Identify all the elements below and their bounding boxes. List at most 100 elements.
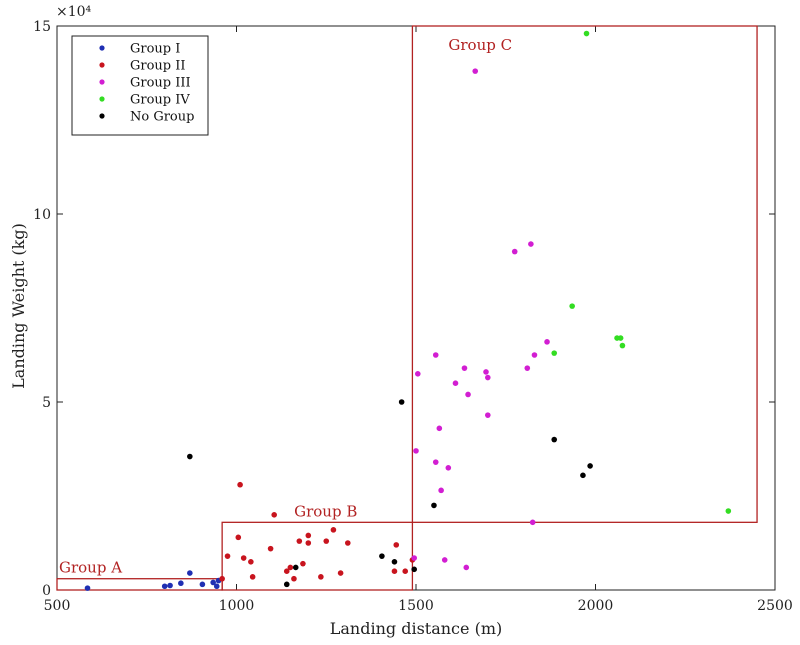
data-point: [398, 399, 405, 405]
data-point: [240, 555, 247, 561]
legend-marker: [99, 79, 105, 85]
data-point: [445, 465, 452, 471]
data-point: [287, 564, 294, 571]
data-point: [432, 352, 439, 358]
data-point: [393, 542, 400, 548]
y-axis-ticks: 0 5 10 15: [33, 19, 775, 599]
data-point: [305, 540, 312, 546]
data-point: [511, 248, 518, 255]
data-point: [318, 574, 324, 580]
data-point: [452, 380, 459, 387]
data-point: [187, 453, 193, 460]
data-point: [161, 583, 168, 590]
data-point: [379, 553, 385, 559]
x-tick-label: 2500: [757, 598, 793, 614]
data-point: [725, 508, 732, 514]
legend-marker: [99, 96, 105, 102]
group-box: [56, 578, 223, 591]
data-point: [485, 412, 491, 418]
data-point: [391, 559, 398, 565]
data-point: [337, 570, 344, 576]
data-point: [199, 581, 206, 588]
data-point: [529, 519, 536, 526]
data-point: [528, 241, 534, 247]
group-box: [411, 25, 758, 523]
x-tick-label: 500: [44, 598, 71, 614]
data-point: [391, 568, 398, 574]
data-point: [432, 459, 439, 465]
y-tick-label: 10: [33, 207, 51, 223]
data-point: [300, 560, 306, 567]
y-tick-label: 15: [33, 19, 51, 35]
data-point: [210, 579, 216, 586]
data-point: [292, 564, 299, 571]
legend: Group I Group II Group III Group IV No Group: [71, 35, 209, 136]
legend-marker: [99, 45, 105, 51]
data-point: [411, 555, 418, 561]
legend-label: No Group: [130, 110, 194, 125]
data-point: [413, 448, 419, 454]
data-point: [237, 481, 243, 488]
data-point: [323, 538, 330, 544]
data-points: [84, 30, 732, 591]
data-point: [235, 534, 242, 541]
legend-label: Group III: [130, 76, 191, 91]
data-point: [267, 545, 274, 552]
data-point: [167, 582, 173, 589]
x-tick-label: 1500: [398, 598, 434, 614]
data-point: [248, 559, 254, 565]
data-point: [569, 303, 575, 309]
data-point: [485, 374, 491, 381]
group-box-label: Group C: [448, 36, 512, 54]
data-point: [411, 566, 418, 573]
data-point: [344, 540, 351, 546]
data-point: [431, 502, 437, 509]
legend-box: [71, 35, 209, 136]
y-tick-label: 5: [42, 395, 51, 411]
data-point: [583, 30, 590, 37]
legend-label: Group I: [130, 42, 180, 57]
data-point: [483, 369, 489, 375]
x-tick-label: 2000: [578, 598, 614, 614]
data-point: [283, 568, 290, 574]
data-point: [305, 532, 312, 539]
data-point: [617, 335, 624, 341]
group-box-label: Group B: [294, 502, 357, 520]
data-point: [472, 68, 479, 74]
y-axis-label: Landing Weight (kg): [9, 223, 28, 389]
data-point: [187, 570, 193, 576]
data-point: [296, 538, 303, 544]
group-boxes: Group A Group B Group C: [56, 25, 758, 591]
data-point: [402, 568, 409, 574]
legend-label: Group II: [130, 59, 186, 74]
legend-marker: [99, 113, 105, 119]
x-axis-ticks: 500 1000 1500 2000 2500: [44, 26, 793, 614]
x-axis-label: Landing distance (m): [330, 619, 502, 638]
data-point: [271, 512, 277, 518]
data-point: [544, 339, 550, 345]
data-point: [587, 463, 593, 469]
data-point: [213, 583, 220, 590]
data-point: [330, 527, 337, 533]
data-point: [436, 425, 443, 432]
legend-marker: [99, 62, 105, 68]
x-tick-label: 1000: [219, 598, 255, 614]
data-point: [219, 575, 225, 582]
data-point: [178, 580, 184, 587]
data-point: [531, 352, 538, 358]
data-point: [249, 574, 256, 580]
data-point: [291, 575, 297, 582]
data-point: [441, 557, 448, 563]
y-tick-label: 0: [42, 583, 51, 599]
data-point: [524, 365, 531, 371]
data-point: [465, 391, 471, 398]
data-point: [619, 342, 626, 349]
data-point: [438, 487, 444, 494]
y-multiplier-label: ×10⁴: [56, 4, 92, 20]
data-point: [283, 581, 290, 588]
data-point: [463, 564, 470, 571]
data-point: [551, 350, 558, 356]
data-point: [580, 472, 586, 479]
data-point: [551, 436, 558, 443]
